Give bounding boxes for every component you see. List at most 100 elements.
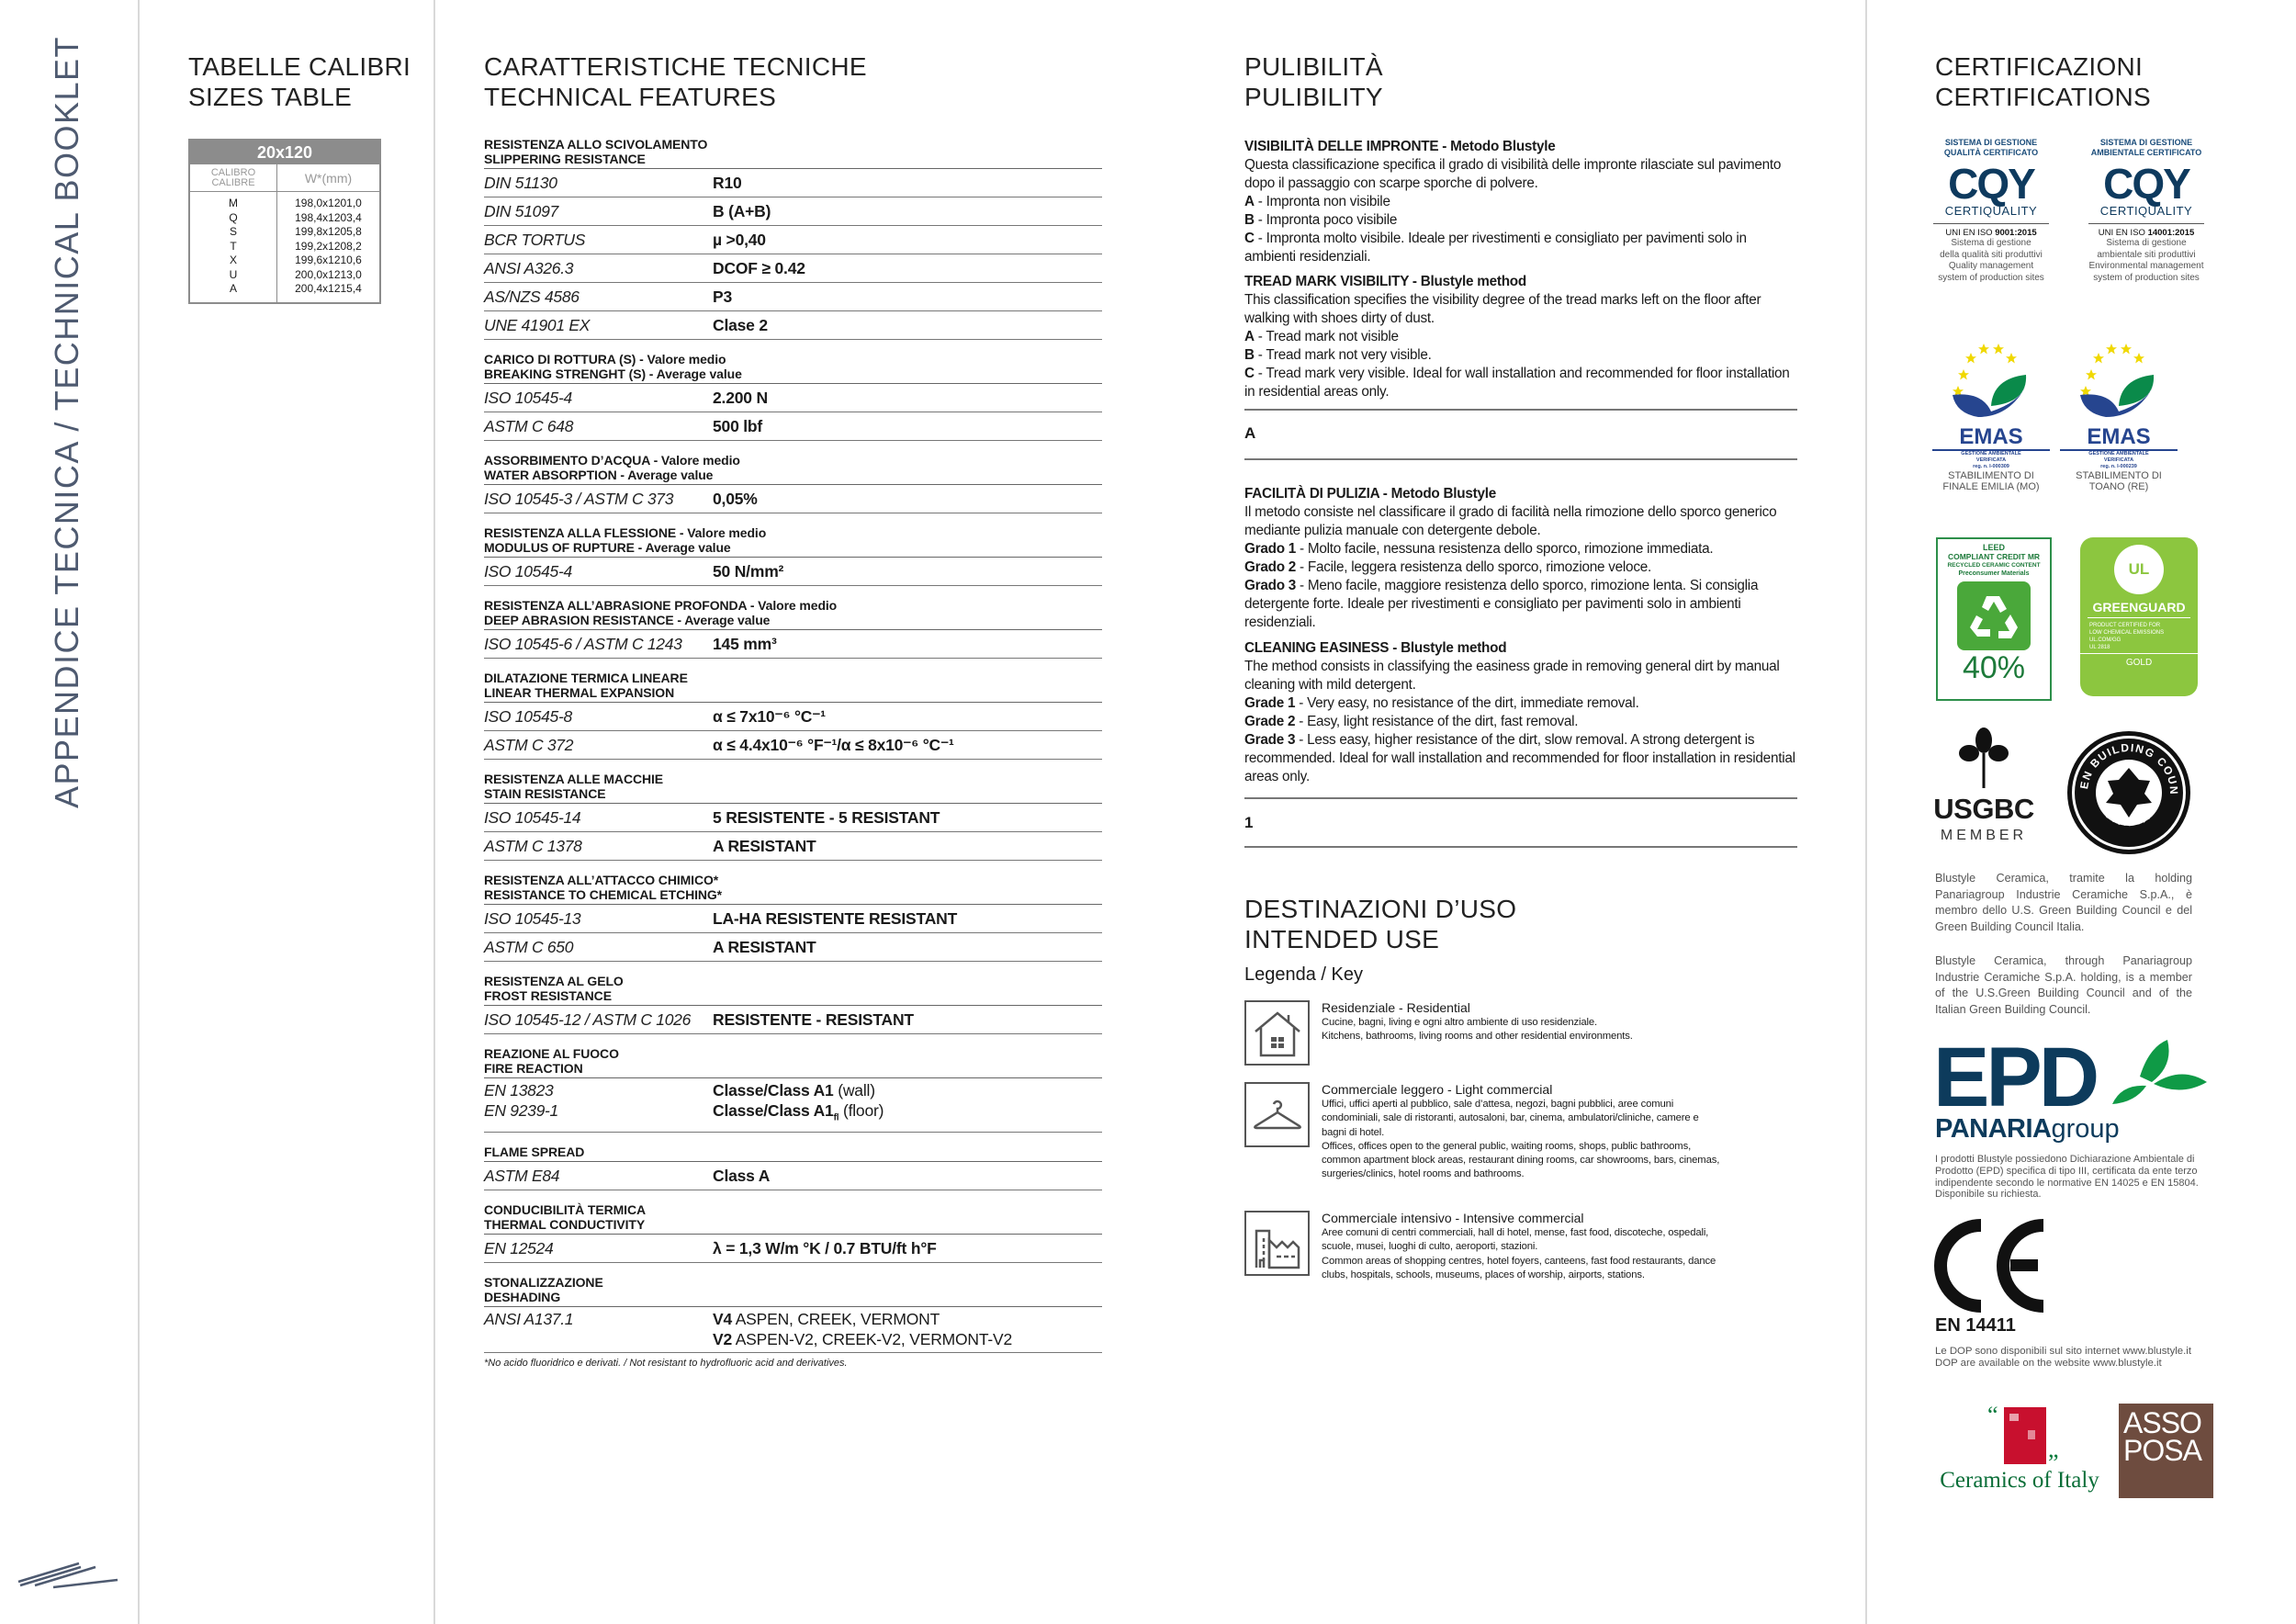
value-line: 5 RESISTENTE - 5 RESISTANT [713, 807, 1102, 828]
cqy-sub: CERTIQUALITY [2088, 204, 2204, 224]
value-line: µ >0,40 [713, 230, 1102, 250]
emas-sub: GESTIONE AMBIENTALE [1961, 451, 2021, 457]
greenguard-level: GOLD [2125, 658, 2153, 668]
value-line: Class A [713, 1166, 1102, 1186]
recycle-icon [1957, 581, 2031, 650]
grade-text: - Less easy, higher resistance of the di… [1244, 732, 1795, 784]
block-description: The method consists in classifying the e… [1244, 659, 1780, 693]
value-note: ASPEN-V2, CREEK-V2, VERMONT-V2 [732, 1330, 1013, 1348]
assoposa-line: POSA [2123, 1434, 2202, 1467]
grade-item: C - Tread mark very visible. Ideal for w… [1244, 365, 1800, 401]
value-line: LA-HA RESISTENTE RESISTANT [713, 908, 1102, 929]
standard-value: P3 [713, 287, 1102, 307]
standard-name: ASTM C 372 [484, 736, 574, 754]
tech-section: RESISTENZA ALLE MACCHIE STAIN RESISTANCE I… [484, 772, 1102, 861]
section-heading-line: DEEP ABRASION RESISTANCE - Average value [484, 612, 771, 627]
value-bold: Classe/Class A1 [713, 1101, 834, 1120]
standard-label: ISO 10545-14 [484, 807, 713, 828]
cqy-heading: SISTEMA DI GESTIONE [1944, 138, 2038, 147]
section-heading-line: MODULUS OF RUPTURE - Average value [484, 539, 731, 555]
svg-text:“: “ [1987, 1403, 1998, 1428]
emas-sub: VERIFICATA [1975, 457, 2007, 463]
ceramics-of-italy-logo: “ ” Ceramics of Italy [1932, 1402, 2107, 1494]
section-heading-line: DILATAZIONE TERMICA LINEARE [484, 671, 688, 685]
section-heading-line: RESISTENZA AL GELO [484, 974, 624, 988]
svg-text:ITALIA: ITALIA [2104, 808, 2155, 829]
value-bold: P3 [713, 288, 733, 306]
iso-prefix: UNI EN ISO [1945, 228, 1996, 238]
emas-emblem-icon [1927, 338, 2055, 425]
sizes-format: 20x120 [190, 141, 379, 164]
value-bold: V4 [713, 1310, 733, 1328]
section-heading: DILATAZIONE TERMICA LINEARE LINEAR THERMA… [484, 671, 1102, 703]
grade-text: - Very easy, no resistance of the dirt, … [1295, 695, 1639, 711]
emas-logo: EMAS GESTIONE AMBIENTALE VERIFICATA reg. n.… [1927, 338, 2055, 492]
legend-text: Commerciale intensivo - Intensive commer… [1322, 1211, 1726, 1282]
tech-section: RESISTENZA ALLA FLESSIONE - Valore medio… [484, 525, 1102, 586]
section-heading: RESISTENZA ALLE MACCHIE STAIN RESISTANCE [484, 772, 1102, 804]
sizes-title: TABELLE CALIBRI SIZES TABLE [188, 51, 411, 112]
grade-key: C [1244, 366, 1255, 381]
standard-name: DIN 51130 [484, 174, 557, 192]
value-bold: 500 lbf [713, 417, 763, 435]
sizes-title-it: TABELLE CALIBRI [188, 52, 411, 81]
tech-row: EN 13823 EN 9239-1 Classe/Class A1 (wall) C… [484, 1078, 1102, 1133]
grade-text: - Molto facile, nessuna resistenza dello… [1296, 541, 1714, 557]
value-bold: A RESISTANT [713, 938, 816, 956]
standard-label: ISO 10545-3 / ASTM C 373 [484, 489, 713, 509]
tech-row: ISO 10545-3 / ASTM C 373 0,05% [484, 485, 1102, 513]
emas-sub: reg. n. I-000309 [1973, 464, 2009, 469]
section-heading: CONDUCIBILITÀ TERMICA THERMAL CONDUCTIVIT… [484, 1202, 1102, 1235]
grade-item: Grado 2 - Facile, leggera resistenza del… [1244, 558, 1800, 577]
greenguard-line: LOW CHEMICAL EMISSIONS [2089, 630, 2165, 636]
tech-row: DIN 51097 B (A+B) [484, 197, 1102, 226]
calibre-value: U [229, 267, 238, 281]
standard-value: 5 RESISTENTE - 5 RESISTANT [713, 807, 1102, 828]
cqy-mark: CQY [2103, 160, 2191, 208]
calibre-header-it: CALIBRO [210, 166, 256, 178]
standard-value: R10 [713, 173, 1102, 193]
grade-text: - Tread mark not very visible. [1254, 347, 1432, 363]
section-heading: ASSORBIMENTO D’ACQUA - Valore medio WATER… [484, 453, 1102, 485]
value-line: α ≤ 7x10⁻⁶ °C⁻¹ [713, 706, 1102, 727]
legend-text: Commerciale leggero - Light commercial Uf… [1322, 1082, 1726, 1182]
pulibility-title-en: PULIBILITY [1244, 83, 1383, 111]
value-line: 50 N/mm² [713, 561, 1102, 581]
section-heading-line: THERMAL CONDUCTIVITY [484, 1216, 646, 1232]
standard-name: EN 9239-1 [484, 1101, 558, 1120]
section-heading: RESISTENZA AL GELO FROST RESISTANCE [484, 974, 1102, 1006]
dop-text: Le DOP sono disponibili sul sito interne… [1935, 1346, 2191, 1370]
grade-item: Grade 2 - Easy, light resistance of the … [1244, 713, 1800, 731]
standard-label: ISO 10545-8 [484, 706, 713, 727]
vine-leaf-icon [2106, 768, 2152, 818]
width-column: 198,0x1201,0 198,4x1203,4 199,8x1205,8 199,… [277, 197, 379, 297]
dop-text-en: DOP are available on the website www.blu… [1935, 1358, 2162, 1369]
value-bold: LA-HA RESISTENTE RESISTANT [713, 909, 958, 928]
value-bold: Classe/Class A1 [713, 1081, 834, 1100]
value-bold: B (A+B) [713, 202, 771, 220]
value-line: 145 mm³ [713, 634, 1102, 654]
tech-title-en: TECHNICAL FEATURES [484, 83, 777, 111]
intended-use-title-it: DESTINAZIONI D’USO [1244, 895, 1517, 923]
standard-value: 500 lbf [713, 416, 1102, 436]
standard-name: ISO 10545-4 [484, 389, 572, 407]
emas-logo: EMAS GESTIONE AMBIENTALE VERIFICATA reg. n.… [2054, 338, 2183, 492]
legend-description: Cucine, bagni, living e ogni altro ambie… [1322, 1017, 1597, 1028]
tech-title-it: CARATTERISTICHE TECNICHE [484, 52, 867, 81]
value-line: Clase 2 [713, 315, 1102, 335]
value-bold: RESISTENTE - RESISTANT [713, 1010, 914, 1029]
legend-item: Residenziale - Residential Cucine, bagni,… [1244, 1000, 1726, 1066]
legend-description: Common areas of shopping centres, hotel … [1322, 1255, 1716, 1280]
value-line: λ = 1,3 W/m °K / 0.7 BTU/ft h°F [713, 1238, 1102, 1258]
grade-key: Grade 2 [1244, 714, 1296, 729]
grade-item: B - Tread mark not very visible. [1244, 346, 1800, 365]
value-bold: Class A [713, 1167, 771, 1185]
legend-title: Commerciale leggero - Light commercial [1322, 1082, 1553, 1097]
cqy-sub: CERTIQUALITY [1933, 204, 2049, 224]
value-bold: R10 [713, 174, 742, 192]
divider [433, 0, 435, 1624]
tech-row: ISO 10545-6 / ASTM C 1243 145 mm³ [484, 630, 1102, 659]
divider [138, 0, 140, 1624]
ce-mark-icon [1933, 1218, 2053, 1318]
standard-value: 145 mm³ [713, 634, 1102, 654]
